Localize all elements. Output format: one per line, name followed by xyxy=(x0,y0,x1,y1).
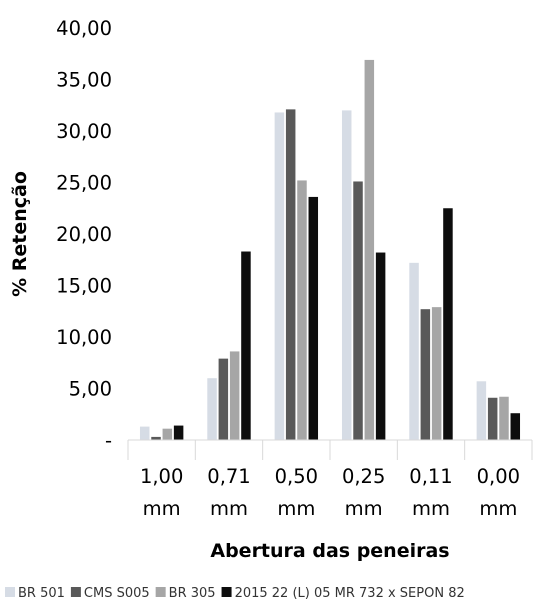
x-tick-label: mm xyxy=(143,497,181,520)
bar xyxy=(476,381,487,440)
legend-label: BR 305 xyxy=(169,586,216,601)
bar xyxy=(151,436,161,440)
legend-label: 2015 22 (L) 05 MR 732 x SEPON 82 xyxy=(235,586,465,601)
bar xyxy=(409,262,419,440)
bar xyxy=(173,425,184,440)
x-tick-label: 0,71 xyxy=(207,465,250,488)
y-tick-label: 15,00 xyxy=(56,275,112,298)
bar xyxy=(353,181,363,440)
bar xyxy=(341,110,352,441)
legend-swatch xyxy=(155,587,166,597)
bar xyxy=(241,251,251,440)
bar xyxy=(297,180,307,440)
x-tick-label: 0,00 xyxy=(477,465,520,488)
bar xyxy=(207,378,217,440)
bar xyxy=(487,397,498,440)
y-tick-label: 40,00 xyxy=(56,17,112,40)
x-tick-label: mm xyxy=(479,497,517,520)
bar xyxy=(308,196,319,440)
legend: BR 501 CMS S005 BR 305 2015 22 (L) 05 MR 73… xyxy=(5,586,465,601)
x-tick-label: 0,25 xyxy=(342,465,385,488)
x-tick-label: 0,11 xyxy=(409,465,452,488)
bar xyxy=(375,252,386,440)
bar xyxy=(139,426,150,440)
y-tick-label: 35,00 xyxy=(56,69,112,92)
bar xyxy=(274,112,285,441)
x-tick-label: mm xyxy=(210,497,248,520)
y-tick-label: 10,00 xyxy=(56,326,112,349)
bar xyxy=(229,351,240,440)
bar xyxy=(162,428,173,440)
bar xyxy=(218,358,229,440)
y-tick-label: - xyxy=(105,429,112,452)
bar xyxy=(499,396,509,440)
bar xyxy=(431,307,442,440)
y-axis-title: % Retenção xyxy=(9,171,31,297)
x-axis-categories: 1,00 mm 0,71 mm 0,50 mm 0,25 mm 0,11 mm 0,00 mm xyxy=(127,440,533,520)
x-tick-label: 0,50 xyxy=(275,465,318,488)
legend-label: BR 501 xyxy=(18,586,65,601)
bar xyxy=(420,309,431,440)
legend-swatch xyxy=(70,587,81,597)
plot-area xyxy=(139,59,521,441)
bar xyxy=(443,208,453,440)
y-tick-label: 30,00 xyxy=(56,120,112,143)
bar xyxy=(364,59,375,441)
bar xyxy=(285,109,296,441)
x-tick-label: mm xyxy=(412,497,450,520)
y-tick-label: 5,00 xyxy=(69,378,112,401)
legend-swatch xyxy=(5,587,15,597)
x-tick-label: mm xyxy=(277,497,315,520)
legend-label: CMS S005 xyxy=(84,586,150,601)
y-tick-label: 25,00 xyxy=(56,172,112,195)
x-axis-title: Abertura das peneiras xyxy=(210,540,449,562)
y-tick-label: 20,00 xyxy=(56,223,112,246)
legend-swatch xyxy=(221,587,232,597)
x-tick-label: mm xyxy=(345,497,383,520)
bar xyxy=(510,413,521,440)
y-axis-ticks: - 5,00 10,00 15,00 20,00 25,00 30,00 35,00 40,00 xyxy=(56,17,112,452)
x-tick-label: 1,00 xyxy=(140,465,183,488)
